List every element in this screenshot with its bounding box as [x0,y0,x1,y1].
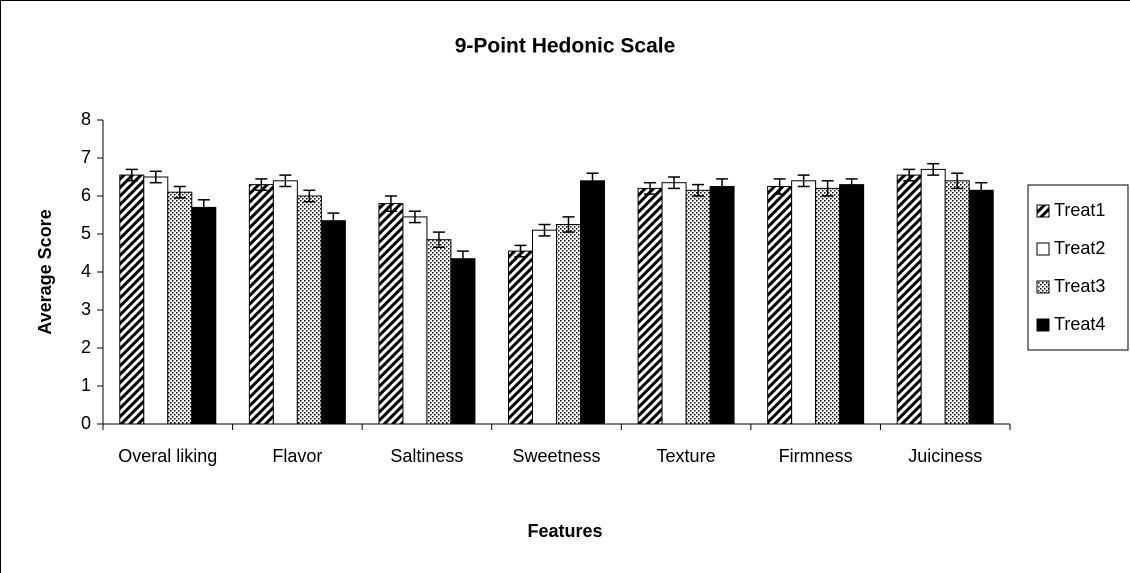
error-bar [668,176,681,190]
y-tick-label: 1 [81,375,91,395]
chart-title: 9-Point Hedonic Scale [455,35,676,58]
bar [320,220,346,425]
error-bar [538,223,551,237]
error-bar [432,231,445,249]
bar [637,187,663,425]
error-bar [903,168,916,182]
bar [378,203,404,425]
legend-swatch [1036,280,1050,294]
bar [402,216,428,425]
y-tick-label: 2 [81,337,91,357]
error-bar [644,181,657,195]
bar [968,189,994,425]
error-bar [716,178,729,195]
y-tick-label: 5 [81,223,91,243]
y-tick-label: 8 [81,109,91,129]
x-tick-label: Juiciness [908,446,983,466]
legend-label: Treat2 [1054,238,1105,258]
legend-label: Treat3 [1054,276,1105,296]
bar [532,229,557,425]
y-tick-label: 3 [81,299,91,319]
bar [815,187,841,425]
bar [191,206,217,425]
legend-label: Treat1 [1054,200,1105,220]
x-axis-label: Features [527,521,602,541]
error-bar [149,170,162,184]
y-tick-label: 6 [81,185,91,205]
x-tick-label: Saltiness [390,446,464,466]
bar [580,180,605,425]
y-tick-label: 4 [81,261,91,281]
error-bar [562,216,575,233]
bar [119,174,145,425]
bar [709,186,735,425]
error-bar [255,178,268,192]
error-bar [125,168,138,182]
bar [685,189,711,425]
legend-label: Treat4 [1054,314,1105,334]
x-tick-label: Sweetness [512,446,601,466]
error-bar [327,212,340,230]
error-bar [279,174,292,188]
y-tick-label: 7 [81,147,91,167]
error-bar [173,185,186,199]
bar [920,168,946,425]
error-bar [773,178,786,195]
y-axis-label: Average Score [35,209,55,334]
error-bar [692,183,705,197]
bar [791,180,817,425]
error-bar [303,189,316,203]
bar [767,186,793,425]
x-tick-label: Firmness [778,446,853,466]
error-bar [927,162,940,176]
error-bar [821,180,834,197]
error-bar [951,172,964,190]
y-tick-label: 0 [81,413,91,433]
error-bar [456,250,469,268]
error-bar [586,172,599,190]
bar [272,180,298,425]
error-bar [384,195,397,212]
error-bar [197,199,210,216]
legend-swatch [1036,204,1050,218]
bar [839,184,865,425]
bar [556,224,581,425]
error-bar [797,174,810,188]
bar [450,258,476,425]
error-bar [514,244,527,258]
bar [896,174,922,425]
bar [248,184,274,425]
error-bar [845,178,858,192]
bar [167,191,193,425]
bar [296,195,322,425]
bar [143,176,169,425]
error-bar [408,210,421,224]
x-tick-label: Flavor [272,446,323,466]
legend-swatch [1036,318,1050,332]
x-tick-label: Texture [656,446,716,466]
legend-swatch [1036,242,1050,256]
bar [944,180,970,425]
error-bar [975,181,988,199]
bar [426,239,452,425]
bar [661,182,687,425]
x-tick-label: Overal liking [118,446,218,466]
bar [508,250,533,425]
